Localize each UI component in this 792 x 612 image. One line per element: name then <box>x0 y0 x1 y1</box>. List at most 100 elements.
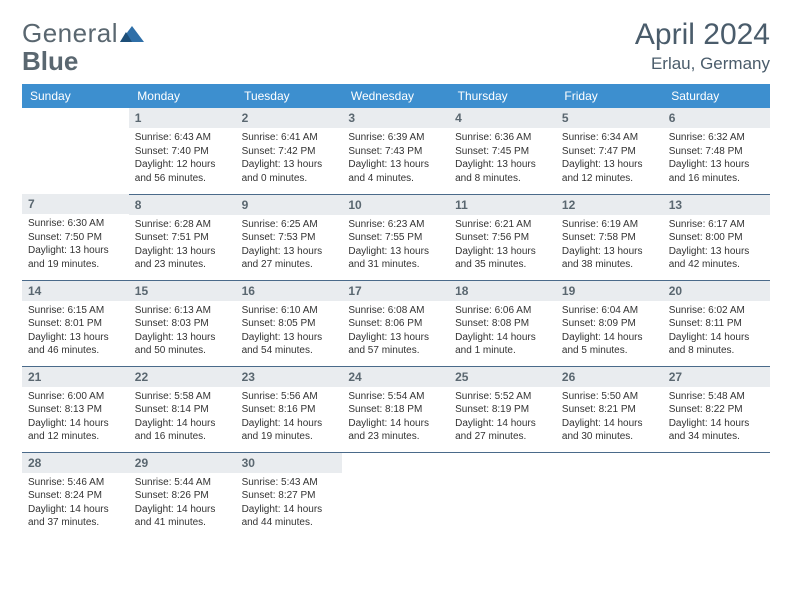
day-number: 30 <box>236 453 343 473</box>
day-number: 29 <box>129 453 236 473</box>
day-body: Sunrise: 6:13 AMSunset: 8:03 PMDaylight:… <box>129 301 236 362</box>
daylight-text: Daylight: 13 hours and 54 minutes. <box>242 331 337 358</box>
calendar-day-cell: 30Sunrise: 5:43 AMSunset: 8:27 PMDayligh… <box>236 452 343 538</box>
day-number: 23 <box>236 367 343 387</box>
sunrise-text: Sunrise: 6:17 AM <box>669 218 764 232</box>
daylight-text: Daylight: 14 hours and 5 minutes. <box>562 331 657 358</box>
day-body: Sunrise: 5:52 AMSunset: 8:19 PMDaylight:… <box>449 387 556 448</box>
sunset-text: Sunset: 8:18 PM <box>348 403 443 417</box>
day-number: 25 <box>449 367 556 387</box>
sunrise-text: Sunrise: 6:28 AM <box>135 218 230 232</box>
sunset-text: Sunset: 8:13 PM <box>28 403 123 417</box>
sunset-text: Sunset: 7:58 PM <box>562 231 657 245</box>
day-number: 1 <box>129 108 236 128</box>
daylight-text: Daylight: 12 hours and 56 minutes. <box>135 158 230 185</box>
calendar-day-cell: .. <box>663 452 770 538</box>
day-number: 10 <box>342 195 449 215</box>
sunrise-text: Sunrise: 6:36 AM <box>455 131 550 145</box>
daylight-text: Daylight: 14 hours and 23 minutes. <box>348 417 443 444</box>
daylight-text: Daylight: 14 hours and 1 minute. <box>455 331 550 358</box>
day-body: Sunrise: 5:46 AMSunset: 8:24 PMDaylight:… <box>22 473 129 534</box>
daylight-text: Daylight: 14 hours and 34 minutes. <box>669 417 764 444</box>
day-number: 15 <box>129 281 236 301</box>
brand-logo: General <box>22 18 144 49</box>
calendar-day-cell: 11Sunrise: 6:21 AMSunset: 7:56 PMDayligh… <box>449 194 556 280</box>
day-number: 21 <box>22 367 129 387</box>
sunset-text: Sunset: 8:09 PM <box>562 317 657 331</box>
calendar-day-cell: .. <box>449 452 556 538</box>
sunrise-text: Sunrise: 6:13 AM <box>135 304 230 318</box>
calendar-day-cell: .. <box>342 452 449 538</box>
sunset-text: Sunset: 7:56 PM <box>455 231 550 245</box>
sunrise-text: Sunrise: 5:48 AM <box>669 390 764 404</box>
sunrise-text: Sunrise: 6:10 AM <box>242 304 337 318</box>
sunrise-text: Sunrise: 5:43 AM <box>242 476 337 490</box>
day-body: Sunrise: 5:54 AMSunset: 8:18 PMDaylight:… <box>342 387 449 448</box>
daylight-text: Daylight: 14 hours and 44 minutes. <box>242 503 337 530</box>
day-body: Sunrise: 6:36 AMSunset: 7:45 PMDaylight:… <box>449 128 556 189</box>
calendar-head: SundayMondayTuesdayWednesdayThursdayFrid… <box>22 84 770 108</box>
calendar-day-cell: 2Sunrise: 6:41 AMSunset: 7:42 PMDaylight… <box>236 108 343 194</box>
day-body: Sunrise: 5:56 AMSunset: 8:16 PMDaylight:… <box>236 387 343 448</box>
brand-part2: Blue <box>22 46 78 76</box>
sunset-text: Sunset: 8:22 PM <box>669 403 764 417</box>
brand-part2-wrap: Blue <box>22 46 78 77</box>
sunset-text: Sunset: 7:48 PM <box>669 145 764 159</box>
daylight-text: Daylight: 13 hours and 50 minutes. <box>135 331 230 358</box>
sunset-text: Sunset: 8:21 PM <box>562 403 657 417</box>
calendar-day-cell: 1Sunrise: 6:43 AMSunset: 7:40 PMDaylight… <box>129 108 236 194</box>
day-number: 13 <box>663 195 770 215</box>
calendar-body: ..1Sunrise: 6:43 AMSunset: 7:40 PMDaylig… <box>22 108 770 538</box>
day-body: Sunrise: 6:32 AMSunset: 7:48 PMDaylight:… <box>663 128 770 189</box>
calendar-day-cell: 14Sunrise: 6:15 AMSunset: 8:01 PMDayligh… <box>22 280 129 366</box>
calendar-week-row: 14Sunrise: 6:15 AMSunset: 8:01 PMDayligh… <box>22 280 770 366</box>
daylight-text: Daylight: 13 hours and 8 minutes. <box>455 158 550 185</box>
daylight-text: Daylight: 14 hours and 8 minutes. <box>669 331 764 358</box>
day-body: Sunrise: 5:43 AMSunset: 8:27 PMDaylight:… <box>236 473 343 534</box>
sunrise-text: Sunrise: 6:34 AM <box>562 131 657 145</box>
calendar-day-cell: 8Sunrise: 6:28 AMSunset: 7:51 PMDaylight… <box>129 194 236 280</box>
day-body: Sunrise: 6:30 AMSunset: 7:50 PMDaylight:… <box>22 214 129 275</box>
day-number: 5 <box>556 108 663 128</box>
day-body: Sunrise: 5:58 AMSunset: 8:14 PMDaylight:… <box>129 387 236 448</box>
calendar-day-cell: 27Sunrise: 5:48 AMSunset: 8:22 PMDayligh… <box>663 366 770 452</box>
day-number: 26 <box>556 367 663 387</box>
sunset-text: Sunset: 8:06 PM <box>348 317 443 331</box>
calendar-day-cell: .. <box>22 108 129 194</box>
calendar-day-cell: 5Sunrise: 6:34 AMSunset: 7:47 PMDaylight… <box>556 108 663 194</box>
calendar-day-cell: 9Sunrise: 6:25 AMSunset: 7:53 PMDaylight… <box>236 194 343 280</box>
day-body: Sunrise: 6:04 AMSunset: 8:09 PMDaylight:… <box>556 301 663 362</box>
daylight-text: Daylight: 13 hours and 16 minutes. <box>669 158 764 185</box>
day-body: Sunrise: 6:21 AMSunset: 7:56 PMDaylight:… <box>449 215 556 276</box>
day-number: 2 <box>236 108 343 128</box>
sunset-text: Sunset: 8:26 PM <box>135 489 230 503</box>
sunset-text: Sunset: 8:27 PM <box>242 489 337 503</box>
sunset-text: Sunset: 7:53 PM <box>242 231 337 245</box>
weekday-header: Friday <box>556 84 663 108</box>
day-number: 8 <box>129 195 236 215</box>
calendar-day-cell: 12Sunrise: 6:19 AMSunset: 7:58 PMDayligh… <box>556 194 663 280</box>
title-location: Erlau, Germany <box>635 54 770 74</box>
daylight-text: Daylight: 14 hours and 37 minutes. <box>28 503 123 530</box>
sunset-text: Sunset: 8:00 PM <box>669 231 764 245</box>
calendar-day-cell: 24Sunrise: 5:54 AMSunset: 8:18 PMDayligh… <box>342 366 449 452</box>
brand-part1: General <box>22 18 118 49</box>
day-body: Sunrise: 5:44 AMSunset: 8:26 PMDaylight:… <box>129 473 236 534</box>
day-number: 24 <box>342 367 449 387</box>
day-number: 12 <box>556 195 663 215</box>
sunset-text: Sunset: 8:16 PM <box>242 403 337 417</box>
calendar-day-cell: 7Sunrise: 6:30 AMSunset: 7:50 PMDaylight… <box>22 194 129 280</box>
sunset-text: Sunset: 8:08 PM <box>455 317 550 331</box>
calendar-day-cell: 15Sunrise: 6:13 AMSunset: 8:03 PMDayligh… <box>129 280 236 366</box>
sunset-text: Sunset: 7:47 PM <box>562 145 657 159</box>
weekday-header: Saturday <box>663 84 770 108</box>
header: General April 2024 Erlau, Germany <box>22 18 770 74</box>
sunrise-text: Sunrise: 6:08 AM <box>348 304 443 318</box>
day-number: 11 <box>449 195 556 215</box>
sunrise-text: Sunrise: 6:06 AM <box>455 304 550 318</box>
day-number: 7 <box>22 194 129 214</box>
sunrise-text: Sunrise: 6:21 AM <box>455 218 550 232</box>
calendar-day-cell: 3Sunrise: 6:39 AMSunset: 7:43 PMDaylight… <box>342 108 449 194</box>
daylight-text: Daylight: 14 hours and 12 minutes. <box>28 417 123 444</box>
daylight-text: Daylight: 14 hours and 41 minutes. <box>135 503 230 530</box>
